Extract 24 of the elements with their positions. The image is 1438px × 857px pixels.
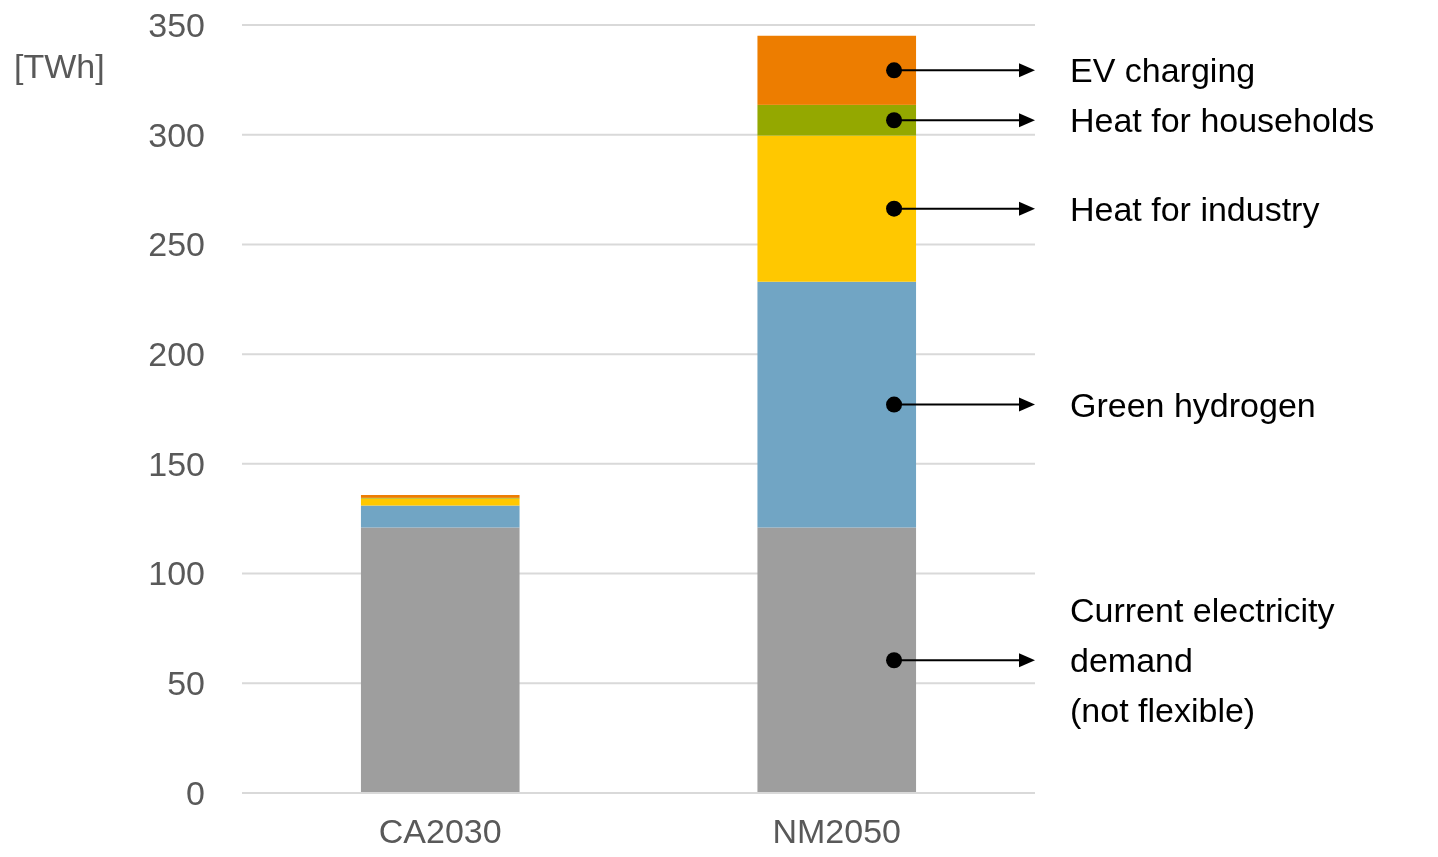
y-axis-title: [TWh]	[14, 47, 105, 85]
text: Heat for households	[1070, 101, 1375, 140]
text: Heat for industry	[1070, 189, 1320, 228]
y-tick-label: 100	[148, 554, 205, 593]
bar	[360, 527, 520, 793]
bar	[360, 498, 520, 506]
text: Green hydrogen	[1070, 385, 1316, 424]
y-tick-label: 350	[148, 5, 205, 44]
x-tick-label: NM2050	[772, 812, 902, 850]
text: EV charging	[1070, 51, 1256, 90]
y-tick-label: 200	[148, 335, 205, 374]
bar	[757, 527, 917, 793]
x-tick-label: CA2030	[378, 812, 502, 850]
y-tick-label: 150	[148, 444, 205, 483]
bar	[360, 505, 520, 528]
text: Current electricity demand (not flexible)	[1070, 591, 1335, 730]
y-tick-label: 50	[167, 664, 205, 703]
y-tick-label: 300	[148, 115, 205, 154]
bar	[757, 281, 917, 528]
bar	[757, 104, 917, 136]
bar	[757, 35, 917, 105]
y-tick-label: 250	[148, 225, 205, 264]
bar	[757, 135, 917, 282]
y-tick-label: 0	[186, 773, 205, 812]
